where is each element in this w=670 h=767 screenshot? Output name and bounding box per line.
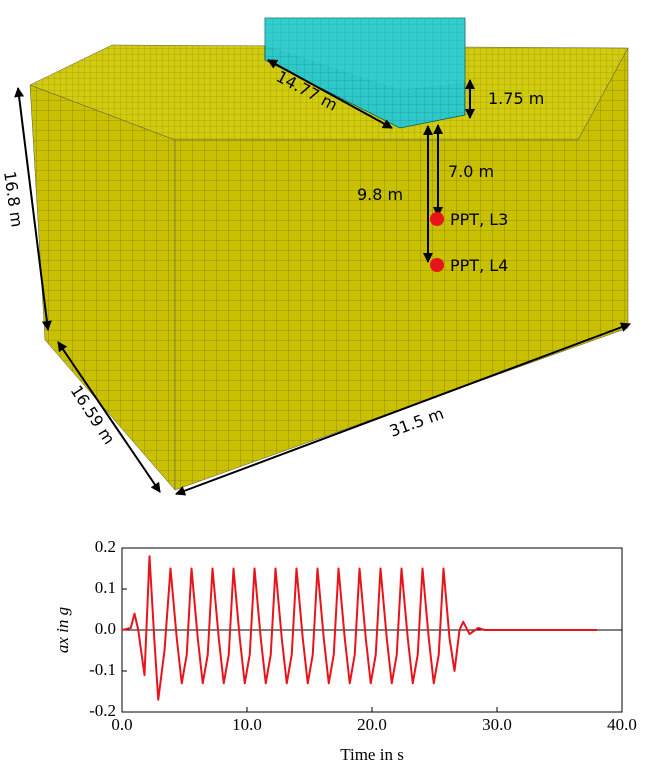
dim-label: 1.75 m [488, 89, 544, 108]
sensor-label: PPT, L3 [450, 210, 508, 229]
dim-label: 7.0 m [448, 162, 494, 181]
figure: 14.77 m 1.75 m 7.0 m 9.8 m PPT, L3 PPT, … [0, 0, 670, 767]
series-line [122, 556, 597, 700]
x-axis-label: Time in s [340, 745, 404, 764]
x-tick-label: 20.0 [357, 715, 387, 734]
x-tick-label: 40.0 [607, 715, 637, 734]
x-tick-label: 30.0 [482, 715, 512, 734]
y-tick-label: 0.2 [95, 537, 116, 556]
dim-label: 16.8 m [0, 170, 27, 228]
y-tick-label: 0.1 [95, 578, 116, 597]
sensor-label: PPT, L4 [450, 256, 508, 275]
x-tick-label: 0.0 [111, 715, 132, 734]
y-tick-label: 0.0 [95, 619, 116, 638]
x-tick-label: 10.0 [232, 715, 262, 734]
y-tick-label: -0.1 [89, 660, 116, 679]
dim-label: 9.8 m [357, 185, 403, 204]
y-axis-label: ax in g [53, 607, 72, 653]
